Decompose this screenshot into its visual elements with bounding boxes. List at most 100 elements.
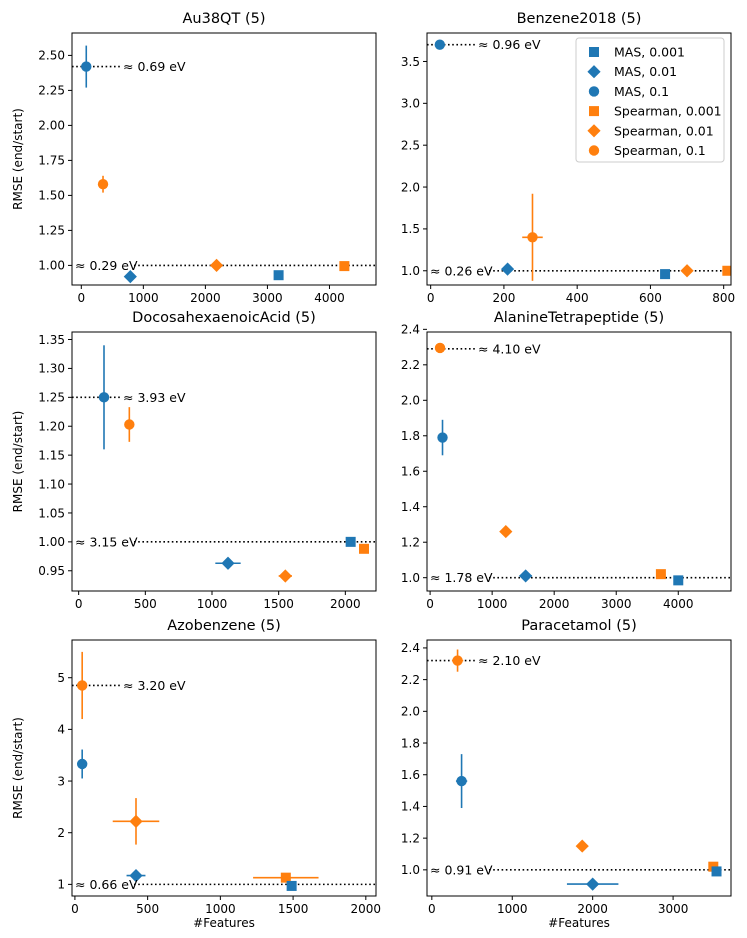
x-tick-label: 1000 [128,291,159,305]
data-point [655,569,666,580]
y-tick-label: 1.0 [401,571,420,585]
y-tick-label: 1.8 [401,736,420,750]
y-tick-label: 1.2 [401,831,420,845]
data-point [499,524,513,539]
y-tick-label: 1 [57,878,65,892]
reference-label: ≈ 3.20 eV [123,678,186,693]
x-tick-label: 600 [639,291,662,305]
point-marker [660,269,671,280]
axes-frame [426,639,732,897]
axes-frame [71,331,377,592]
reference-label: ≈ 0.66 eV [75,877,138,892]
y-tick-label: 1.50 [38,189,65,203]
y-tick-label: 4 [57,723,65,737]
legend-label: Spearman, 0.1 [614,143,706,158]
y-tick-label: 1.30 [38,362,65,376]
chart-title: DocosahexaenoicAcid (5) [132,310,316,326]
data-point [278,569,292,583]
x-tick-label: 0 [75,597,83,611]
y-tick-label: 1.00 [38,535,65,549]
legend-item: MAS, 0.001 [589,45,685,60]
point-marker [722,265,731,276]
y-tick-label: 1.5 [401,222,420,236]
point-marker [81,61,92,72]
data-point [126,868,146,883]
x-tick-label: 2000 [190,291,221,305]
reference-label: ≈ 0.26 eV [430,263,493,278]
point-marker [437,432,448,443]
point-marker [98,392,110,403]
data-point [566,877,619,891]
x-tick-label: 500 [134,597,157,611]
x-tick-label: 0 [428,902,436,916]
y-tick-label: 1.25 [38,224,65,238]
reference-label: ≈ 0.91 eV [430,862,493,877]
y-tick-label: 2.2 [401,358,420,372]
point-marker [500,262,515,276]
point-marker [673,575,684,586]
x-tick-label: 3000 [252,291,283,305]
data-point [215,556,241,570]
y-tick-label: 3 [57,774,65,788]
y-tick-label: 2.25 [38,84,65,98]
x-tick-label: 2000 [351,902,382,916]
chart-panel-2: Benzene2018 (5) ≈ 0.96 eV ≈ 0.26 eV 0 200 400… [401,11,735,305]
y-tick-label: 2.0 [401,394,420,408]
reference-label: ≈ 0.69 eV [123,59,186,74]
x-tick-label: 0 [426,597,434,611]
y-tick-label: 1.8 [401,429,420,443]
data-point [345,536,356,547]
data-point [286,880,297,891]
x-tick-label: 200 [492,291,515,305]
chart-title: Au38QT (5) [183,11,266,27]
y-tick-label: 1.4 [401,800,420,814]
y-tick-label: 3.0 [401,97,420,111]
x-axis-label: #Features [548,916,610,930]
chart-panel-3: DocosahexaenoicAcid (5) ≈ 3.93 eV ≈ 3.15 e… [11,310,377,611]
x-tick-label: 1500 [263,597,294,611]
legend-marker [589,106,599,117]
data-point [124,407,135,442]
point-marker [97,179,109,190]
y-axis-label: RMSE (end/start) [11,717,25,819]
point-marker [129,814,143,828]
axes-frame [71,639,377,897]
axes-frame [426,32,732,286]
data-point [359,543,369,554]
legend-label: MAS, 0.1 [614,84,669,99]
chart-panel-1: Au38QT (5) ≈ 0.69 eV ≈ 0.29 eV 0 1000 2000 300… [11,11,377,305]
point-marker [278,569,292,583]
data-point [660,269,671,280]
y-tick-label: 1.05 [38,506,65,520]
data-point [451,649,464,672]
point-marker [359,543,369,554]
point-marker [499,524,513,539]
y-tick-label: 1.25 [38,391,65,405]
chart-title: Azobenzene (5) [167,618,281,634]
x-tick-label: 500 [136,902,159,916]
axes-frame [71,32,377,286]
y-tick-label: 1.20 [38,420,65,434]
x-tick-label: 4000 [663,597,694,611]
data-point [209,258,224,272]
data-point [253,872,319,883]
point-marker [575,839,589,853]
y-tick-label: 1.35 [38,333,65,347]
data-point [711,866,722,877]
point-marker [129,868,143,883]
y-tick-label: 1.0 [401,863,420,877]
chart-panel-5: Azobenzene (5) ≈ 3.20 eV ≈ 0.66 eV 0 500 1000… [11,618,381,930]
plot-area [427,39,731,281]
legend-label: Spearman, 0.001 [614,104,722,119]
legend-marker [587,65,601,79]
data-point [519,569,533,583]
reference-label: ≈ 0.29 eV [75,258,138,273]
point-marker [711,866,722,877]
point-marker [286,880,297,891]
point-marker [76,680,88,691]
y-axis-label: RMSE (end/start) [11,411,25,513]
plot-area [72,345,376,583]
data-point [81,45,92,88]
x-tick-label: 2000 [330,597,361,611]
plot-area [72,651,376,891]
